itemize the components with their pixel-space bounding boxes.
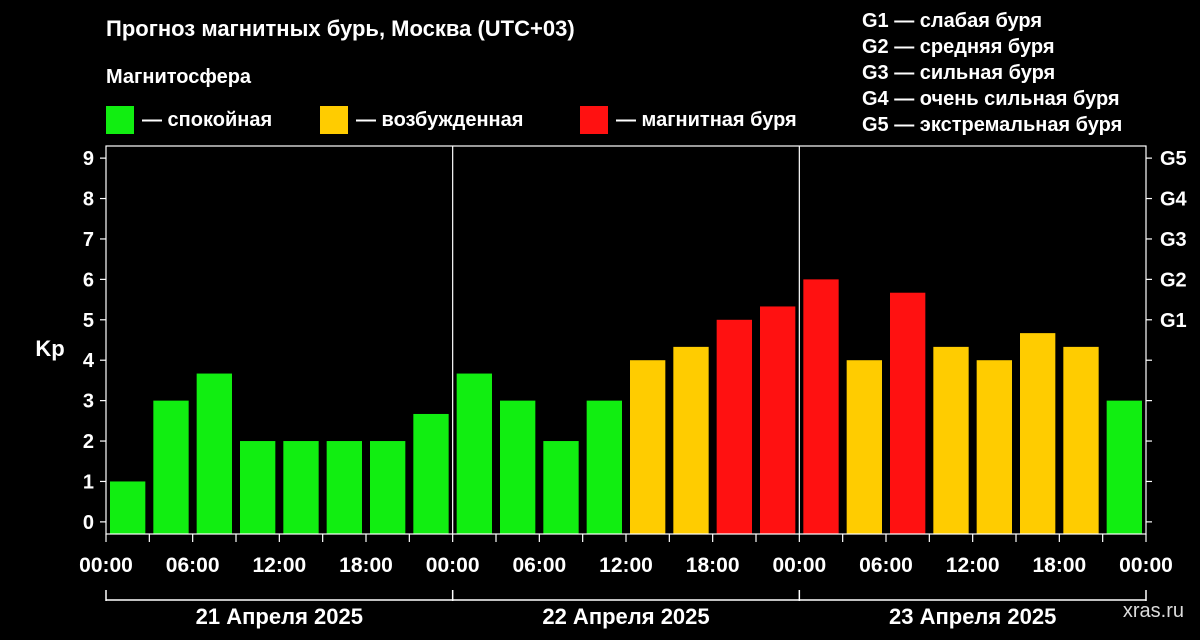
legend-item-storm: — магнитная буря — [580, 106, 797, 134]
kp-bar — [110, 481, 146, 534]
y-tick-label: 9 — [83, 148, 94, 170]
kp-bar — [240, 441, 276, 534]
day-label: 21 Апреля 2025 — [196, 604, 363, 629]
legend-item-active: — возбужденная — [320, 106, 523, 134]
kp-bar — [370, 441, 406, 534]
kp-bar — [586, 400, 622, 534]
y-tick-label: 8 — [83, 189, 94, 211]
y-tick-label: 3 — [83, 391, 94, 413]
kp-bar — [153, 400, 189, 534]
kp-bar — [196, 373, 232, 534]
x-tick-label: 00:00 — [772, 554, 826, 577]
legend-swatch-quiet — [106, 106, 134, 134]
g-level-label: G1 — [1160, 310, 1187, 332]
kp-bar — [283, 441, 319, 534]
storm-scale-g3: G3 — сильная буря — [862, 62, 1056, 84]
watermark: xras.ru — [1122, 600, 1184, 622]
x-tick-label: 06:00 — [166, 554, 220, 577]
x-tick-label: 00:00 — [79, 554, 133, 577]
y-tick-label: 0 — [83, 512, 94, 534]
y-tick-label: 5 — [83, 310, 94, 332]
storm-scale-g5: G5 — экстремальная буря — [862, 114, 1123, 136]
kp-bar — [716, 319, 752, 534]
y-tick-label: 7 — [83, 229, 94, 251]
x-tick-label: 12:00 — [252, 554, 306, 577]
kp-bar — [500, 400, 536, 534]
legend-swatch-storm — [580, 106, 608, 134]
g-level-label: G5 — [1160, 148, 1187, 170]
kp-bar — [413, 413, 449, 534]
legend-swatch-active — [320, 106, 348, 134]
legend-item-quiet: — спокойная — [106, 106, 272, 134]
storm-scale-g2: G2 — средняя буря — [862, 36, 1055, 58]
storm-scale-g4: G4 — очень сильная буря — [862, 88, 1120, 110]
kp-bar — [760, 306, 796, 534]
kp-bar — [1106, 400, 1142, 534]
x-tick-label: 12:00 — [946, 554, 1000, 577]
storm-scale-g1: G1 — слабая буря — [862, 10, 1043, 32]
kp-bar — [326, 441, 362, 534]
kp-bar — [543, 441, 579, 534]
y-tick-label: 1 — [83, 471, 94, 493]
x-tick-label: 00:00 — [426, 554, 480, 577]
x-tick-label: 18:00 — [339, 554, 393, 577]
legend-label-active: — возбужденная — [356, 108, 524, 131]
x-tick-label: 06:00 — [859, 554, 913, 577]
day-label: 23 Апреля 2025 — [889, 604, 1056, 629]
kp-bar — [846, 360, 882, 534]
kp-bar — [1063, 346, 1099, 534]
y-axis-label: Kp — [35, 336, 64, 361]
kp-bar — [976, 360, 1012, 534]
y-tick-label: 6 — [83, 269, 94, 291]
chart-title: Прогноз магнитных бурь, Москва (UTC+03) — [106, 16, 575, 41]
kp-bar — [673, 346, 709, 534]
g-level-label: G3 — [1160, 229, 1187, 251]
legend-label-storm: — магнитная буря — [616, 108, 797, 131]
storm-scale-legend: G1 — слабая буря G2 — средняя буря G3 — … — [862, 8, 1122, 138]
g-level-label: G2 — [1160, 269, 1187, 291]
x-tick-label: 12:00 — [599, 554, 653, 577]
kp-bar — [1020, 333, 1056, 534]
kp-bar — [890, 292, 926, 534]
kp-bar — [803, 279, 839, 534]
x-tick-label: 06:00 — [512, 554, 566, 577]
legend-heading: Магнитосфера — [106, 66, 252, 88]
g-level-label: G4 — [1160, 189, 1188, 211]
kp-bar — [630, 360, 666, 534]
day-label: 22 Апреля 2025 — [542, 604, 709, 629]
y-tick-label: 4 — [83, 350, 95, 372]
kp-bar — [456, 373, 492, 534]
y-tick-label: 2 — [83, 431, 94, 453]
kp-bar — [933, 346, 969, 534]
x-tick-label: 18:00 — [1032, 554, 1086, 577]
x-tick-label: 18:00 — [686, 554, 740, 577]
legend-label-quiet: — спокойная — [142, 108, 273, 131]
x-tick-label: 00:00 — [1119, 554, 1173, 577]
